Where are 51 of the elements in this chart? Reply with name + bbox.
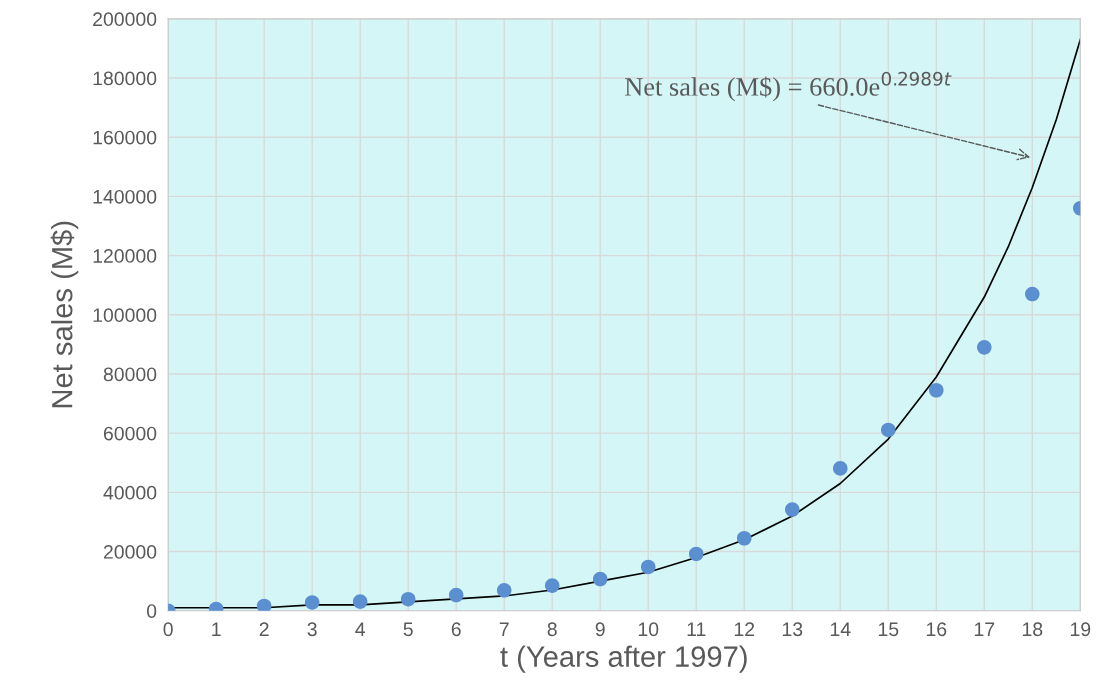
y-tick-label: 40000 — [103, 485, 157, 500]
x-tick-label: 5 — [403, 622, 413, 637]
y-tick-label: 20000 — [103, 545, 157, 559]
point — [784, 502, 800, 517]
x-tick-label: 3 — [307, 622, 317, 637]
point — [544, 578, 560, 593]
y-tick-label: 0 — [146, 604, 157, 618]
point — [832, 461, 848, 476]
x-tick-label: 4 — [355, 622, 366, 636]
point — [1025, 286, 1040, 302]
x-tick-label: 11 — [687, 622, 706, 636]
y-tick-label: 180000 — [93, 71, 157, 86]
x-tick-label: 18 — [1022, 622, 1043, 637]
point — [736, 530, 752, 546]
y-tick-label: 160000 — [93, 130, 157, 145]
x-tick-label: 9 — [595, 622, 605, 637]
y-tick-label: 80000 — [103, 367, 157, 382]
point — [977, 340, 992, 355]
point — [640, 559, 656, 575]
x-tick-label: 12 — [734, 622, 755, 636]
x-tick-label: 15 — [878, 622, 899, 637]
y-tick-label: 140000 — [93, 189, 157, 204]
point — [929, 382, 944, 398]
x-tick-label: 13 — [782, 622, 803, 637]
x-tick-label: 7 — [499, 622, 509, 636]
point — [400, 591, 416, 607]
y-tick-label: 60000 — [103, 426, 157, 441]
point — [592, 571, 608, 587]
annotation: Net sales (M$) = 660.0e$^{0.2989t}$ — [624, 71, 952, 102]
point — [256, 598, 272, 611]
y-tick-label: 200000 — [93, 12, 157, 27]
x-tick-label: 17 — [974, 622, 995, 636]
x-tick-label: 14 — [830, 622, 851, 636]
point — [881, 422, 896, 438]
x-tick-label: 1 — [212, 622, 221, 636]
x-tick-label: 10 — [638, 622, 659, 637]
x-tick-label: 8 — [547, 622, 557, 637]
point — [688, 546, 704, 562]
x-tick-label: 6 — [451, 622, 461, 637]
point — [352, 594, 368, 609]
y-tick-label: 120000 — [93, 249, 157, 263]
y-tick-label: 100000 — [93, 308, 157, 323]
x-axis-title: t (Years after 1997) — [500, 645, 747, 673]
point — [448, 587, 464, 603]
y-axis-title: Net sales (M$) — [50, 221, 79, 408]
point — [496, 583, 512, 598]
point — [304, 595, 320, 610]
x-tick-label: 0 — [163, 622, 173, 637]
x-tick-label: 19 — [1070, 622, 1091, 637]
x-tick-label: 2 — [259, 622, 269, 636]
x-tick-label: 16 — [926, 622, 947, 637]
